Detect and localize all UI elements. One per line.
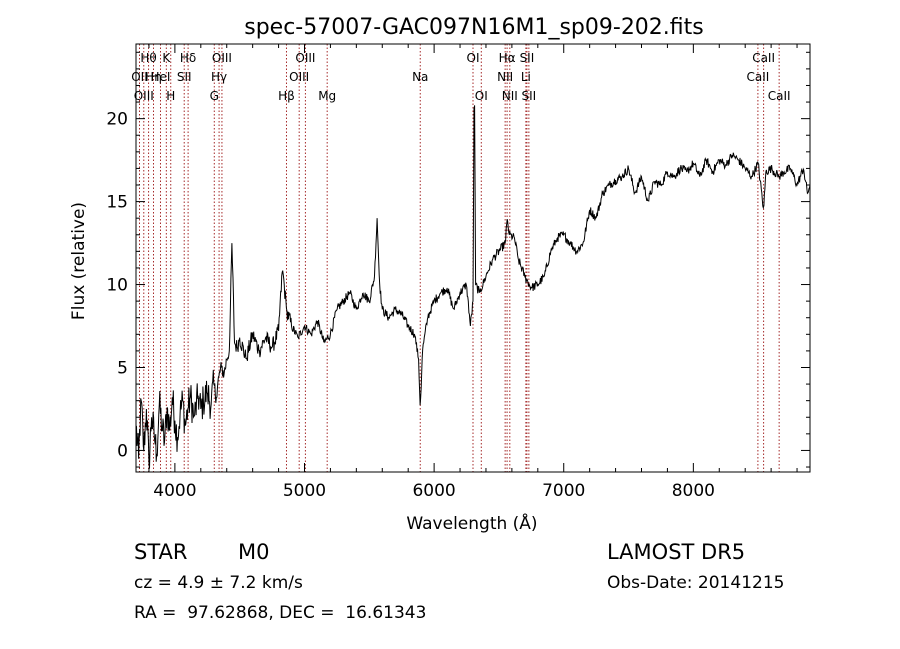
spectral-line-label: CaII bbox=[768, 89, 791, 103]
spectrum-line bbox=[135, 105, 811, 469]
spectral-line-label: OIII bbox=[134, 89, 154, 103]
spectral-line-label: Hα bbox=[499, 51, 516, 65]
chart-title: spec-57007-GAC097N16M1_sp09-202.fits bbox=[244, 15, 704, 40]
spectral-line-label: OIII bbox=[295, 51, 315, 65]
spectral-line-label: Hη bbox=[145, 70, 162, 84]
spectral-line-label: OII bbox=[131, 70, 148, 84]
observation-date: Obs-Date: 20141215 bbox=[607, 573, 785, 593]
y-tick-label: 20 bbox=[106, 110, 128, 130]
spectral-line-label: OIII bbox=[289, 70, 309, 84]
spectral-line-label: NII bbox=[497, 70, 513, 84]
x-tick-label: 4000 bbox=[153, 481, 196, 501]
spectral-line-label: Hδ bbox=[180, 51, 196, 65]
plot-frame bbox=[135, 43, 811, 473]
spectral-line-label: CaII bbox=[746, 70, 769, 84]
x-tick-label: 5000 bbox=[283, 481, 326, 501]
y-axis-ticks: 0 5 10 15 20 bbox=[106, 51, 810, 468]
spectral-line-label: Na bbox=[412, 70, 428, 84]
x-axis-label: Wavelength (Å) bbox=[406, 512, 537, 534]
coordinates: RA = 97.62868, DEC = 16.61343 bbox=[134, 603, 427, 623]
spectral-line-label: G bbox=[210, 89, 219, 103]
x-tick-label: 8000 bbox=[672, 481, 715, 501]
spectral-line-label: Hγ bbox=[211, 70, 227, 84]
spectral-line-labels: Hθ OII OIII HηK HeI H Hδ SII OIII Hγ G OIII OIII Hβ Mg… bbox=[131, 51, 790, 103]
spectral-line-markers bbox=[138, 44, 780, 472]
spectral-line-label: HeI bbox=[151, 70, 171, 84]
y-tick-label: 15 bbox=[106, 193, 128, 213]
spectral-line-label: Hθ bbox=[140, 51, 156, 65]
spectral-line-label: Hβ bbox=[278, 89, 295, 103]
redshift-velocity: cz = 4.9 ± 7.2 km/s bbox=[134, 573, 303, 593]
spectral-line-label: NII bbox=[502, 89, 518, 103]
spectral-line-label: H bbox=[166, 89, 175, 103]
y-tick-label: 0 bbox=[117, 441, 128, 461]
spectral-line-label: SII bbox=[520, 51, 535, 65]
spectral-line-label: K bbox=[162, 51, 171, 65]
object-class: STAR bbox=[134, 540, 188, 564]
x-axis-ticks: 4000 5000 6000 7000 8000 bbox=[148, 44, 798, 501]
data-release: LAMOST DR5 bbox=[607, 540, 746, 564]
spectral-line-label: Li bbox=[521, 70, 531, 84]
spectral-line-label: CaII bbox=[752, 51, 775, 65]
spectral-line-label: SII bbox=[522, 89, 537, 103]
y-axis-label: Flux (relative) bbox=[69, 202, 89, 320]
spectral-line-label: OI bbox=[475, 89, 488, 103]
object-subclass: M0 bbox=[238, 540, 270, 564]
y-tick-label: 10 bbox=[106, 276, 128, 296]
x-tick-label: 7000 bbox=[542, 481, 585, 501]
y-tick-label: 5 bbox=[117, 358, 128, 378]
spectral-line-label: SII bbox=[177, 70, 192, 84]
spectral-line-label: OI bbox=[467, 51, 480, 65]
x-tick-label: 6000 bbox=[412, 481, 455, 501]
spectral-line-label: OIII bbox=[212, 51, 232, 65]
spectral-line-label: Mg bbox=[318, 89, 336, 103]
